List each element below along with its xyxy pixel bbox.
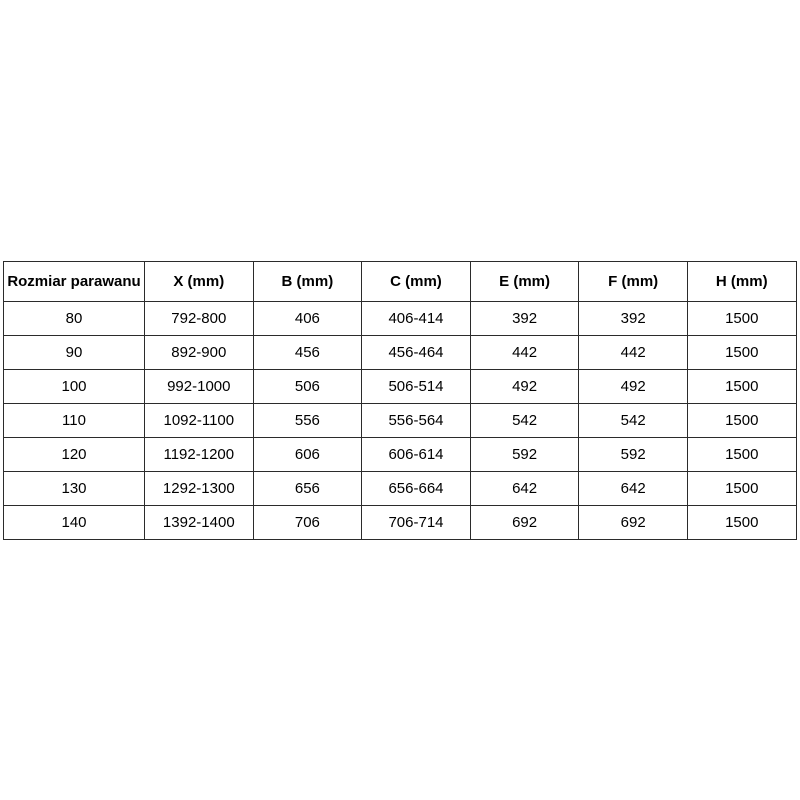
table-cell: 592 [578, 437, 688, 472]
table-cell: 1500 [686, 471, 797, 506]
table-cell: 456 [252, 335, 363, 370]
table-cell: 542 [578, 403, 688, 438]
column-header-f-mm: F (mm) [578, 261, 688, 302]
table-header-row: Rozmiar parawanu X (mm) B (mm) C (mm) E … [3, 261, 797, 302]
table-cell: 392 [578, 301, 688, 336]
table-row: 130 1292-1300 656 656-664 642 642 1500 [3, 471, 797, 506]
table-cell: 406 [252, 301, 363, 336]
table-cell: 406-414 [361, 301, 471, 336]
table-row: 90 892-900 456 456-464 442 442 1500 [3, 335, 797, 370]
table-cell: 1500 [686, 505, 797, 540]
table-cell: 892-900 [144, 335, 254, 370]
column-header-h-mm: H (mm) [686, 261, 797, 302]
table-cell: 656 [252, 471, 363, 506]
table-cell: 1292-1300 [144, 471, 254, 506]
table-row: 100 992-1000 506 506-514 492 492 1500 [3, 369, 797, 404]
table-cell: 792-800 [144, 301, 254, 336]
table-cell: 442 [469, 335, 580, 370]
table-cell: 140 [3, 505, 145, 540]
table-cell: 592 [469, 437, 580, 472]
column-header-x-mm: X (mm) [144, 261, 254, 302]
table-cell: 1392-1400 [144, 505, 254, 540]
table-cell: 1092-1100 [144, 403, 254, 438]
table-cell: 120 [3, 437, 145, 472]
column-header-rozmiar-parawanu: Rozmiar parawanu [3, 261, 145, 302]
column-header-c-mm: C (mm) [361, 261, 471, 302]
table-cell: 706-714 [361, 505, 471, 540]
table-cell: 80 [3, 301, 145, 336]
table-row: 140 1392-1400 706 706-714 692 692 1500 [3, 505, 797, 540]
table-cell: 506-514 [361, 369, 471, 404]
table-cell: 492 [578, 369, 688, 404]
table-cell: 100 [3, 369, 145, 404]
table-cell: 456-464 [361, 335, 471, 370]
table-row: 80 792-800 406 406-414 392 392 1500 [3, 301, 797, 336]
table-cell: 642 [578, 471, 688, 506]
table-cell: 1192-1200 [144, 437, 254, 472]
table-cell: 1500 [686, 369, 797, 404]
table-cell: 506 [252, 369, 363, 404]
table-cell: 442 [578, 335, 688, 370]
table-cell: 606 [252, 437, 363, 472]
table-cell: 90 [3, 335, 145, 370]
table-row: 110 1092-1100 556 556-564 542 542 1500 [3, 403, 797, 438]
table-cell: 992-1000 [144, 369, 254, 404]
table-cell: 1500 [686, 335, 797, 370]
table-cell: 542 [469, 403, 580, 438]
table-cell: 692 [469, 505, 580, 540]
table-cell: 556 [252, 403, 363, 438]
table-cell: 1500 [686, 437, 797, 472]
column-header-b-mm: B (mm) [252, 261, 363, 302]
size-dimensions-table: Rozmiar parawanu X (mm) B (mm) C (mm) E … [3, 261, 797, 540]
table-cell: 692 [578, 505, 688, 540]
table-cell: 556-564 [361, 403, 471, 438]
table-cell: 706 [252, 505, 363, 540]
table-cell: 130 [3, 471, 145, 506]
table-cell: 656-664 [361, 471, 471, 506]
table-cell: 1500 [686, 403, 797, 438]
table-row: 120 1192-1200 606 606-614 592 592 1500 [3, 437, 797, 472]
table-cell: 110 [3, 403, 145, 438]
table-cell: 492 [469, 369, 580, 404]
table-cell: 642 [469, 471, 580, 506]
table-cell: 606-614 [361, 437, 471, 472]
table-cell: 1500 [686, 301, 797, 336]
table-cell: 392 [469, 301, 580, 336]
column-header-e-mm: E (mm) [469, 261, 580, 302]
